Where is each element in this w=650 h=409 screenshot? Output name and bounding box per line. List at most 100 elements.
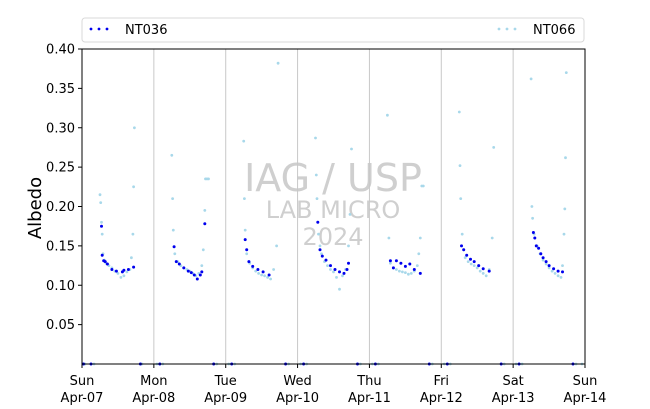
- point-nt066-103: [531, 216, 534, 220]
- point-nt066-69: [386, 113, 389, 117]
- y-tick-label-6: 0.35: [46, 82, 75, 97]
- watermark-line2: LAB MICRO: [266, 196, 401, 224]
- point-nt036-62: [547, 264, 551, 268]
- y-tick-label-1: 0.10: [46, 279, 75, 294]
- point-nt036-51: [472, 260, 476, 264]
- point-nt036-54: [487, 269, 491, 273]
- point-nt066-85: [457, 110, 461, 114]
- x-tick-date-5: Apr-12: [420, 391, 463, 406]
- point-nt066-112: [556, 274, 560, 278]
- point-nt036-64: [556, 269, 560, 273]
- point-nt066-18: [133, 126, 136, 130]
- point-nt066-40: [245, 252, 249, 256]
- point-nt036-47: [460, 244, 463, 248]
- point-nt066-110: [550, 269, 554, 273]
- point-nt036-50: [469, 257, 472, 261]
- point-nt036-56: [533, 236, 537, 240]
- point-nt066-33: [203, 209, 207, 212]
- y-tick-label-5: 0.30: [46, 121, 75, 136]
- point-nt036-9: [126, 268, 130, 271]
- point-nt066-37: [242, 139, 246, 143]
- point-nt066-36: [207, 177, 210, 181]
- point-nt066-19: [170, 153, 174, 157]
- point-nt036-63: [552, 267, 556, 271]
- point-nt066-39: [243, 228, 247, 232]
- watermark-line1: IAG / USP: [244, 156, 422, 200]
- point-nt036-6: [114, 269, 118, 273]
- point-nt036-45: [412, 268, 416, 271]
- point-nt066-80: [415, 264, 419, 267]
- point-nt066-31: [200, 264, 204, 267]
- point-nt066-95: [478, 269, 482, 273]
- point-nt036-37: [345, 268, 349, 271]
- point-nt036-8: [122, 268, 126, 272]
- point-nt066-22: [173, 252, 177, 256]
- point-nt036-35: [338, 270, 341, 274]
- point-nt066-116: [563, 207, 567, 211]
- point-nt036-29: [316, 220, 320, 224]
- point-nt036-53: [481, 267, 485, 271]
- point-nt066-67: [348, 213, 352, 216]
- point-nt066-12: [122, 274, 126, 278]
- point-nt036-28: [267, 273, 271, 277]
- point-nt036-12: [174, 260, 178, 264]
- point-nt066-32: [201, 248, 205, 252]
- point-nt036-32: [324, 258, 328, 262]
- series-nt036: [82, 220, 575, 366]
- point-nt066-62: [335, 276, 338, 279]
- point-nt066-11: [119, 276, 123, 279]
- point-nt036-25: [251, 264, 255, 268]
- point-nt066-1: [99, 201, 103, 205]
- point-nt036-59: [539, 252, 543, 256]
- point-nt066-91: [466, 260, 470, 263]
- point-nt066-70: [387, 236, 391, 240]
- point-nt066-15: [130, 256, 133, 260]
- point-nt036-17: [192, 273, 196, 277]
- point-nt066-55: [317, 232, 320, 236]
- point-nt066-82: [418, 236, 422, 240]
- point-nt036-20: [200, 270, 204, 274]
- x-tick-day-4: Thu: [356, 374, 381, 389]
- point-nt066-102: [530, 205, 534, 208]
- point-nt036-15: [186, 269, 190, 273]
- x-tick-date-6: Apr-13: [492, 391, 535, 406]
- point-nt036-41: [394, 259, 398, 263]
- point-nt066-108: [544, 262, 548, 266]
- point-nt066-46: [263, 274, 266, 278]
- point-nt066-17: [132, 185, 136, 189]
- point-nt036-40: [391, 266, 395, 270]
- x-tick-date-0: Apr-07: [61, 391, 104, 406]
- point-nt036-58: [537, 246, 541, 250]
- point-nt066-64: [341, 274, 344, 278]
- point-nt066-101: [529, 77, 533, 81]
- point-nt066-117: [564, 156, 567, 160]
- point-nt066-20: [171, 197, 175, 201]
- point-nt066-57: [320, 252, 323, 256]
- point-nt066-93: [472, 264, 476, 267]
- point-nt066-66: [347, 244, 350, 248]
- point-nt036-23: [245, 248, 249, 252]
- point-nt036-46: [418, 271, 422, 275]
- point-nt066-96: [481, 272, 485, 275]
- y-tick-label-0: 0.05: [46, 318, 75, 333]
- point-nt066-2: [100, 220, 103, 224]
- point-nt066-16: [131, 232, 135, 236]
- point-nt066-60: [329, 268, 332, 271]
- point-nt066-86: [458, 164, 462, 168]
- point-nt066-107: [541, 258, 545, 262]
- x-tick-day-1: Mon: [140, 374, 167, 389]
- point-nt036-22: [243, 238, 247, 242]
- point-nt036-1: [100, 253, 104, 257]
- y-tick-label-7: 0.40: [46, 43, 75, 58]
- point-nt066-21: [171, 228, 175, 232]
- point-nt036-11: [172, 245, 176, 249]
- legend-label-nt036: NT036: [125, 23, 167, 38]
- point-nt036-39: [388, 259, 392, 263]
- point-nt066-43: [254, 269, 258, 273]
- point-nt066-13: [125, 270, 129, 274]
- legend-marker-nt066: [497, 27, 517, 31]
- x-tick-date-4: Apr-11: [348, 391, 391, 406]
- point-nt066-48: [269, 277, 272, 281]
